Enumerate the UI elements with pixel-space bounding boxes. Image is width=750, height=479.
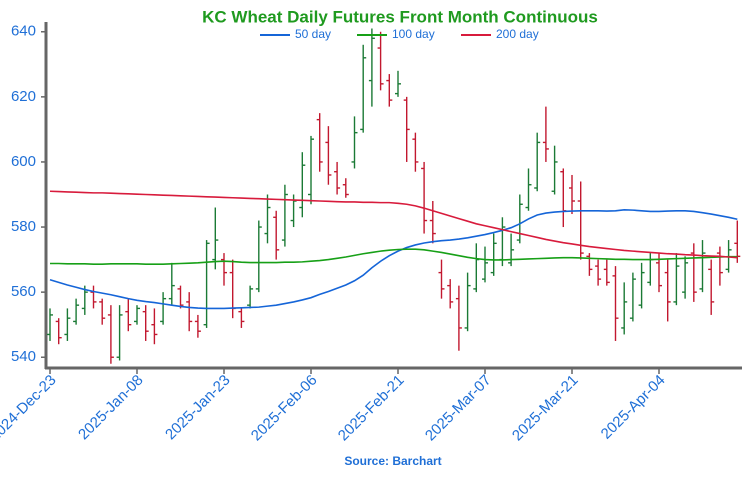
legend-label: 50 day: [295, 27, 331, 41]
x-tick-label: 2025-Mar-07: [422, 372, 495, 445]
x-tick-label: 2025-Apr-04: [598, 372, 669, 443]
y-tick-label: 540: [11, 348, 36, 365]
source: Source: Barchart: [344, 454, 441, 468]
chart-title: KC Wheat Daily Futures Front Month Conti…: [202, 7, 598, 26]
x-tick-label: 2025-Feb-21: [335, 372, 408, 445]
legend-label: 200 day: [496, 27, 539, 41]
y-tick-label: 580: [11, 218, 36, 235]
legend-label: 100 day: [392, 27, 435, 41]
y-tick-label: 560: [11, 283, 36, 300]
x-tick-label: 2025-Jan-08: [75, 372, 147, 444]
ma-line: [50, 248, 738, 265]
y-tick-label: 620: [11, 88, 36, 105]
x-tick-label: 2024-Dec-23: [0, 372, 60, 445]
ma-line: [49, 208, 738, 310]
x-tick-label: 2025-Mar-21: [509, 372, 582, 445]
x-tick-label: 2025-Feb-06: [248, 372, 321, 445]
ma-line: [49, 190, 738, 259]
y-tick-label: 640: [11, 23, 36, 40]
x-tick-label: 2025-Jan-23: [162, 372, 234, 444]
y-tick-label: 600: [11, 153, 36, 170]
